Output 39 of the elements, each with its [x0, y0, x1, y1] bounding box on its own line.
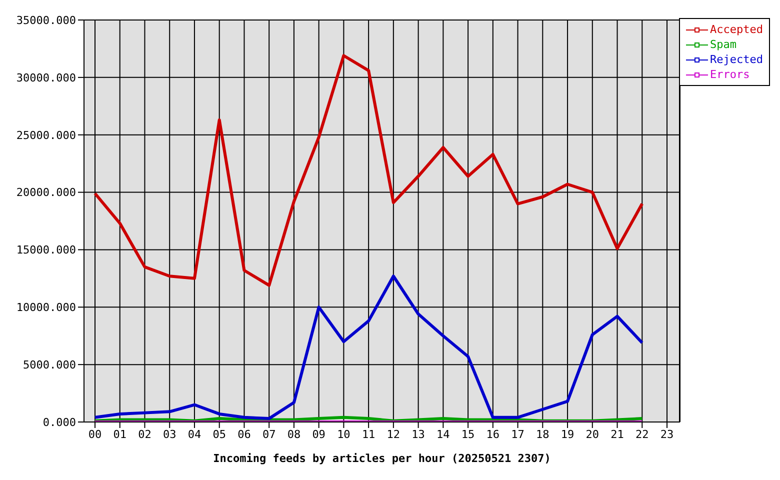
y-tick-label: 0.000: [42, 416, 76, 429]
x-tick-label: 09: [312, 428, 326, 441]
y-tick-label: 20000.000: [16, 186, 76, 200]
x-tick-label: 22: [636, 428, 649, 441]
x-tick-label: 03: [162, 428, 176, 441]
y-tick-label: 10000.000: [16, 301, 76, 314]
x-tick-label: 18: [536, 428, 550, 441]
x-tick-label: 15: [461, 428, 475, 441]
x-tick-label: 10: [337, 428, 350, 441]
x-tick-label: 02: [138, 428, 152, 441]
legend-label: Spam: [710, 37, 737, 52]
x-tick-label: 12: [386, 428, 400, 441]
legend-label: Errors: [710, 67, 750, 82]
x-tick-label: 14: [436, 428, 450, 441]
y-tick-label: 30000.000: [16, 71, 76, 84]
y-tick-label: 35000.000: [16, 14, 76, 27]
y-tick-label: 25000.000: [16, 128, 76, 142]
x-tick-label: 08: [287, 428, 301, 441]
x-tick-label: 05: [212, 428, 226, 441]
x-tick-label: 01: [113, 428, 126, 441]
x-tick-label: 20: [586, 428, 600, 441]
x-tick-label: 17: [511, 428, 524, 441]
x-tick-label: 19: [560, 428, 574, 441]
x-tick-label: 21: [610, 428, 624, 441]
x-tick-label: 11: [362, 428, 376, 441]
y-tick-label: 5000.000: [23, 358, 76, 372]
x-axis-title: Incoming feeds by articles per hour (20250521 2307): [213, 452, 551, 465]
legend-label: Accepted: [710, 22, 763, 37]
x-tick-label: 16: [486, 428, 500, 441]
x-tick-label: 13: [412, 428, 425, 441]
legend-label: Rejected: [710, 52, 763, 67]
x-tick-label: 00: [88, 428, 102, 441]
x-tick-label: 06: [238, 428, 251, 441]
x-tick-label: 23: [660, 428, 674, 441]
y-tick-label: 15000.000: [16, 244, 76, 257]
x-tick-label: 07: [262, 428, 276, 441]
x-tick-label: 04: [188, 428, 202, 441]
line-series: [94, 54, 644, 287]
line-series: [94, 274, 644, 420]
